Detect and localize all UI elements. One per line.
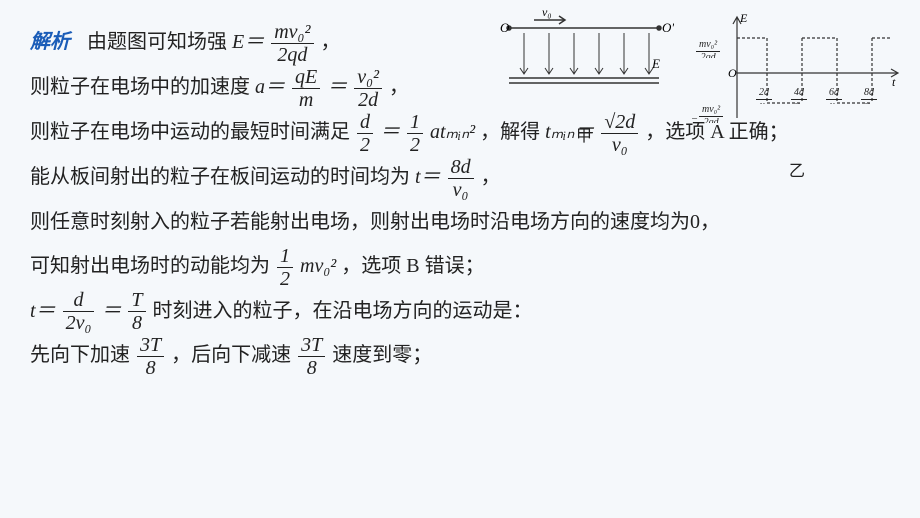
line-6: 可知射出电场时的动能均为 12 mv₀² ，选项 B 错误； <box>30 244 890 289</box>
line-5: 则任意时刻射入的粒子若能射出电场，则射出电场时沿电场方向的速度均为0， <box>30 200 890 244</box>
line-8: 先向下加速 3T8 ，后向下减速 3T8 速度到零； <box>30 333 890 378</box>
fraction: mv₀²2qd <box>271 22 313 65</box>
fig1-O2: O′ <box>662 20 674 35</box>
figure-2: E O t mv₀²2qd –mv₀²2qd 2dv₀ 4dv₀ 6dv₀ 8d… <box>692 8 902 189</box>
line-7: t＝ d2v₀ ＝ T8 时刻进入的粒子，在沿电场方向的运动是： <box>30 289 890 334</box>
fig1-caption: 甲 <box>494 119 674 154</box>
fig2-t: t <box>892 75 896 89</box>
eq: E＝ <box>232 31 264 53</box>
fig1-O: O <box>500 20 510 35</box>
fig1-E: E <box>651 56 660 71</box>
text: 由题图可知场强 <box>87 31 232 53</box>
fig1-v0: v₀ <box>542 8 552 19</box>
fig2-O: O <box>728 66 737 80</box>
figure-1: O O′ v₀ E 甲 <box>494 8 674 154</box>
fig2-E: E <box>739 11 748 25</box>
fig2-caption: 乙 <box>692 154 902 189</box>
answer-label: 解析 <box>30 31 70 53</box>
